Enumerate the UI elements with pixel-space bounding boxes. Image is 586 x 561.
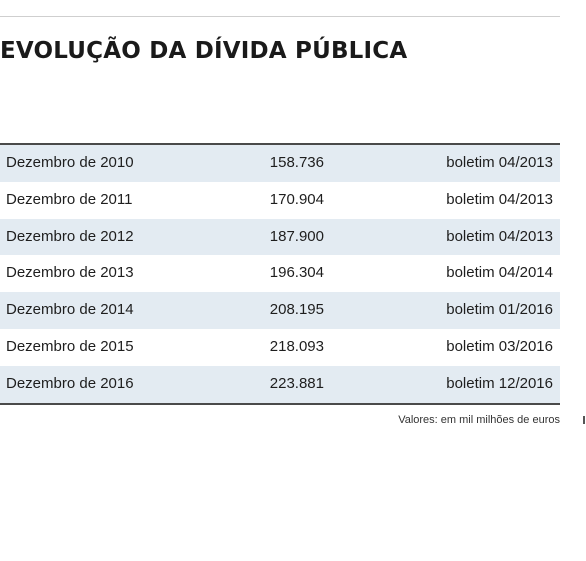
period-cell: Dezembro de 2010 — [6, 154, 134, 171]
table-row: Dezembro de 2014 208.195 boletim 01/2016 — [0, 292, 560, 329]
top-divider — [0, 16, 560, 17]
page-title: EVOLUÇÃO DA DÍVIDA PÚBLICA — [0, 38, 408, 64]
value-cell: 208.195 — [269, 301, 324, 319]
source-cell: boletim 03/2016 — [446, 337, 553, 355]
table-row: Dezembro de 2013 196.304 boletim 04/2014 — [0, 255, 560, 292]
source-cell: boletim 12/2016 — [446, 374, 553, 392]
source-cell: boletim 04/2013 — [446, 154, 553, 171]
period-cell: Dezembro de 2012 — [6, 227, 134, 245]
value-cell: 218.093 — [269, 337, 324, 355]
period-cell: Dezembro de 2016 — [6, 374, 134, 392]
table-row: Dezembro de 2011 170.904 boletim 04/2013 — [0, 182, 560, 219]
source-cell: boletim 01/2016 — [446, 301, 553, 319]
period-cell: Dezembro de 2011 — [6, 190, 133, 208]
value-cell: 196.304 — [269, 264, 324, 282]
value-cell: 158.736 — [269, 154, 324, 171]
units-footnote: Valores: em mil milhões de euros — [398, 414, 560, 426]
source-cell: boletim 04/2013 — [446, 190, 553, 208]
value-cell: 187.900 — [269, 227, 324, 245]
table-row: Dezembro de 2016 223.881 boletim 12/2016 — [0, 365, 560, 403]
value-cell: 170.904 — [269, 190, 324, 208]
period-cell: Dezembro de 2014 — [6, 301, 134, 319]
table-row: Dezembro de 2012 187.900 boletim 04/2013 — [0, 218, 560, 256]
source-cell: boletim 04/2014 — [446, 264, 553, 282]
period-cell: Dezembro de 2015 — [6, 337, 134, 355]
table-row: Dezembro de 2010 158.736 boletim 04/2013 — [0, 145, 560, 182]
edge-mark — [583, 416, 585, 424]
period-cell: Dezembro de 2013 — [6, 264, 134, 282]
debt-table: Dezembro de 2010 158.736 boletim 04/2013… — [0, 143, 560, 405]
table-row: Dezembro de 2015 218.093 boletim 03/2016 — [0, 329, 560, 366]
value-cell: 223.881 — [269, 374, 324, 392]
source-cell: boletim 04/2013 — [446, 227, 553, 245]
